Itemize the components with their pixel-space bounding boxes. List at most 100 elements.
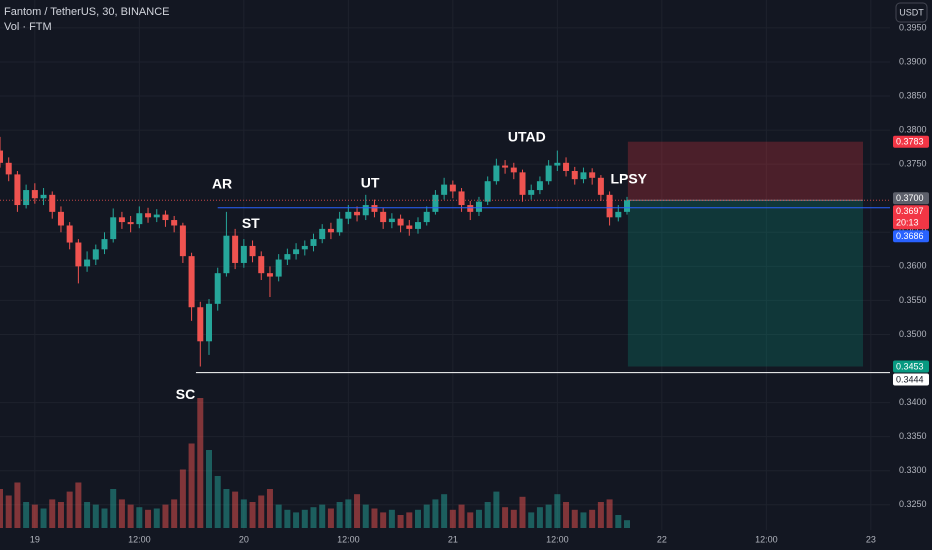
candle-body [136,213,143,225]
candle-body [354,211,361,216]
volume-bar [415,509,422,528]
candle-body [162,214,169,221]
volume-bar [371,508,378,528]
currency-button[interactable] [895,2,928,23]
volume-bar [40,508,47,528]
volume-bar [127,504,134,528]
volume-bar [249,502,256,528]
candle-body [57,211,64,226]
volume-bar [171,499,178,528]
candle-body [415,222,422,229]
volume-bar [606,499,613,528]
candle-body [406,225,413,229]
candle-body [624,200,631,212]
volume-bar [449,509,456,528]
y-tick-label: 0.3400 [899,397,927,407]
volume-bar [545,504,552,528]
price-tag-countdown: 20:13 [896,218,919,228]
volume-bar [388,509,395,528]
volume-bar [597,502,604,528]
candle-body [571,170,578,180]
volume-bar [354,494,361,528]
x-tick-label: 12:00 [546,534,569,544]
volume-bar [502,507,509,528]
volume-bar [536,507,543,528]
volume-bar [31,504,38,528]
candle-body [597,177,604,195]
volume-bar [14,482,21,528]
candle-body [240,245,247,263]
volume-bar [266,489,273,528]
volume-bar [319,504,326,528]
x-tick-label: 22 [657,534,667,544]
annotation: ST [242,215,260,231]
volume-bar [188,443,195,528]
candle-body [380,211,387,223]
candle-body [467,205,474,212]
volume-bar [0,489,3,528]
candle-body [493,165,500,182]
price-tag-label: 0.3444 [896,374,924,384]
volume-bar [554,494,561,528]
candle-body [92,249,99,260]
y-tick-label: 0.3550 [899,295,927,305]
candle-body [615,211,622,218]
volume-bar [84,502,91,528]
candle-body [449,184,456,192]
volume-bar [458,504,465,528]
price-tag [893,360,929,373]
candle-body [484,181,491,202]
candle-body [66,225,73,243]
chart-title: Fantom / TetherUS, 30, BINANCE [4,6,169,18]
candle-body [118,217,125,223]
volume-bar [275,504,282,528]
candle-body [258,256,265,274]
candle-body [580,172,587,180]
candle-body [75,242,82,267]
y-tick-label: 0.3850 [899,90,927,100]
y-tick-label: 0.3800 [899,124,927,134]
candle-body [0,150,3,163]
candle-body [232,235,239,263]
volume-bar [57,502,64,528]
candle-body [40,194,47,199]
volume-bar [528,512,535,528]
price-tag [893,205,929,230]
candle-body [301,245,308,250]
volume-bar [232,491,239,528]
volume-bar [362,504,369,528]
currency-button-label[interactable]: USDT [899,7,924,17]
annotation: LPSY [610,171,647,187]
volume-bar [240,499,247,528]
candle-body [423,211,430,223]
candle-body [345,211,352,219]
candle-body [475,201,482,212]
candle-body [197,307,204,342]
volume-bar [571,509,578,528]
candle-body [206,303,213,342]
candle-body [310,239,317,246]
candle-body [441,184,448,195]
candle-body [536,181,543,191]
candle-body [110,217,117,240]
candle-body [519,172,526,195]
candle-body [101,239,108,250]
price-tag-label: 0.3697 [896,206,924,216]
y-tick-label: 0.3350 [899,431,927,441]
volume-bar [580,512,587,528]
candle-body [606,194,613,218]
volume-label: Vol · FTM [4,21,52,33]
volume-bar [624,520,631,528]
y-tick-label: 0.3950 [899,22,927,32]
volume-bar [153,508,160,528]
volume-bar [5,495,12,528]
volume-bar [110,489,117,528]
volume-bar [519,496,526,528]
volume-bar [510,509,517,528]
volume-bar [206,450,213,528]
volume-bar [563,502,570,528]
candle-body [171,220,178,226]
candle-body [275,259,282,277]
volume-bar [406,512,413,528]
